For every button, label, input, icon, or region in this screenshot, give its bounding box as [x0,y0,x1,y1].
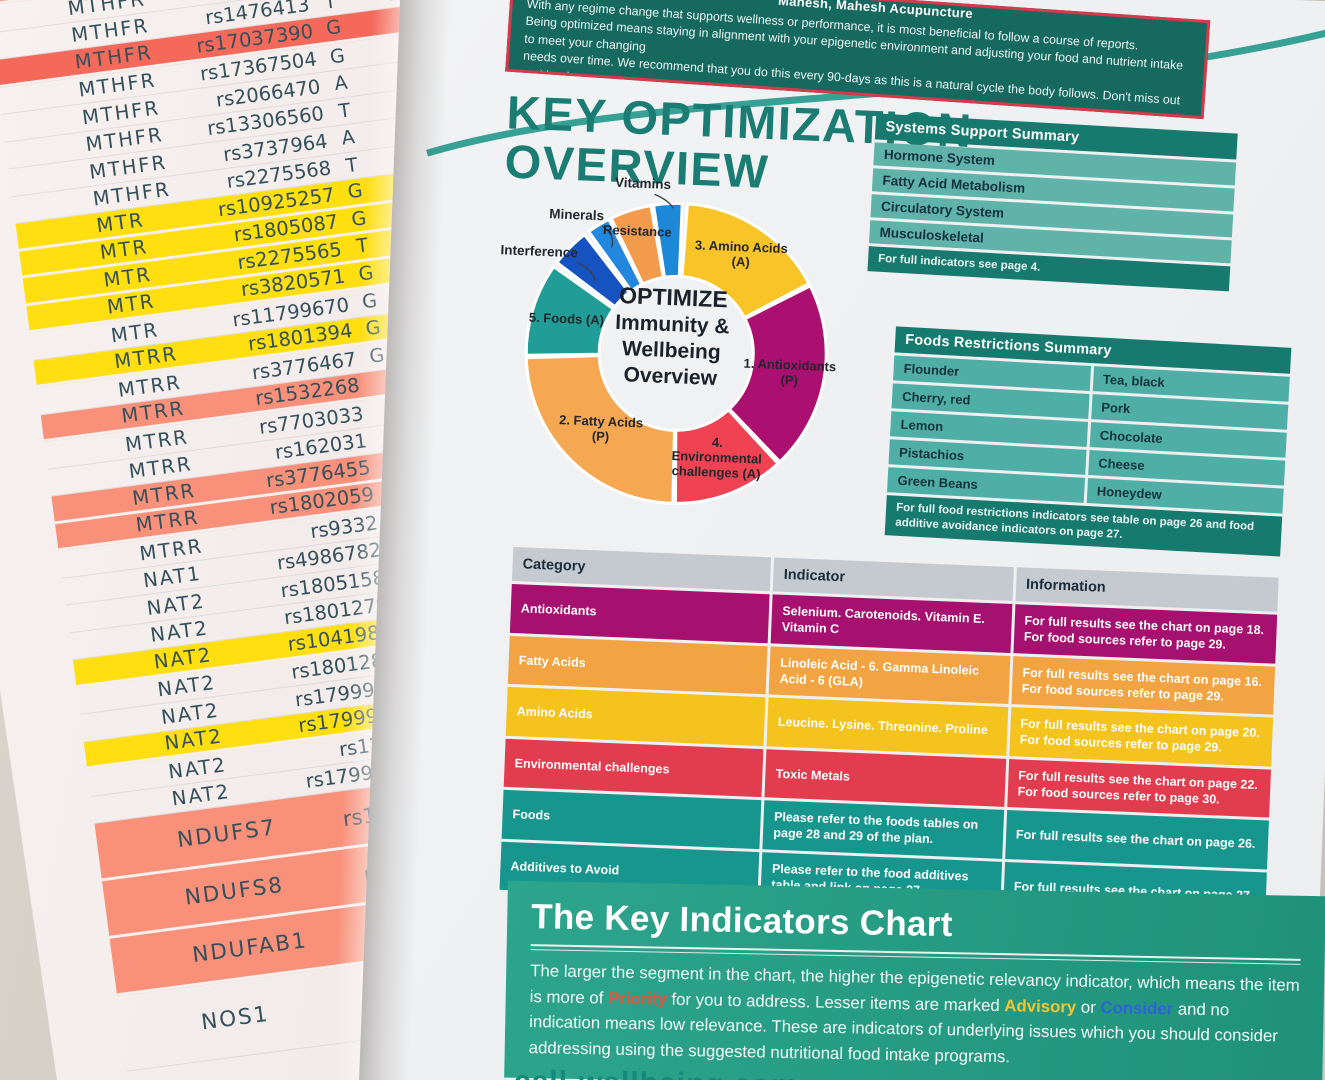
gene-name: NOS2 [130,1074,302,1080]
key-optimization-donut-chart: 3. Amino Acids(A) 1. Antioxidants(P) 4.Env… [474,156,879,551]
segment-label-2-fatty-acids-p-: 2. Fatty Acids(P) [558,412,643,445]
information-cell: For full results see the chart on page 1… [1011,655,1276,715]
donut-segment-vitamins [651,201,684,279]
donut-segment-3-amino-acids-a- [680,202,812,320]
category-cell: Antioxidants [509,583,771,643]
keyword-advisory: Advisory [1004,995,1077,1017]
information-cell: For full results see the chart on page 1… [1013,604,1278,664]
leader-line-minerals [601,225,614,248]
information-line: For full results see the chart on page 2… [1015,827,1256,852]
category-cell: Foods [501,789,762,849]
gene-name: NDUFS8 [183,872,286,911]
gene-snp-list-page: MTHFRrs2274976CMTHFRrs1476413TCMTHFRrs17… [0,0,400,1080]
allele-letter: T [337,99,352,123]
indicator-cell: Linoleic Acid - 6. Gamma Linoleic Acid -… [769,645,1011,704]
keyword-priority: Priority [607,988,668,1009]
segment-label-minerals: Minerals [549,206,604,223]
segment-label-resistance: Resistance [603,222,672,240]
gene-name: NOS1 [199,1001,271,1036]
key-indicators-panel: The Key Indicators Chart The larger the … [504,880,1325,1080]
indicator-cell: Toxic Metals [764,748,1007,807]
donut-segment-1-antioxidants-p- [727,283,828,464]
keyword-consider: Consider [1100,997,1174,1018]
information-cell: For full results see the chart on page 2… [1007,758,1271,818]
segment-label-1-antioxidants-p-: 1. Antioxidants(P) [743,356,837,390]
segment-label-5-foods-a-: 5. Foods (A) [529,310,605,328]
leader-line-vitamins [654,193,674,209]
indicator-cell: Selenium. Carotenoids. Vitamin E. Vitami… [771,594,1013,653]
key-indicators-paragraph: The larger the segment in the chart, the… [529,958,1301,1075]
allele-letter: A [333,71,349,96]
report-page: mail: Mahesh, Mahesh Acupuncture With an… [349,0,1325,1080]
systems-card-rows: Hormone System Fatty Acid Metabolism Circu… [869,142,1237,264]
gene-name: NDUFS7 [175,815,278,854]
paragraph-text: for you to address. Lesser items are mar… [666,989,1005,1015]
systems-support-summary-card: Systems Support Summary Hormone System Fa… [867,113,1238,292]
category-cell: Amino Acids [505,686,766,746]
allele-letter: G [324,16,343,40]
key-indicators-title: The Key Indicators Chart [530,897,954,945]
gene-name: NDUFAB1 [190,928,310,969]
indicator-cell: Please refer to the foods tables on page… [762,800,1004,859]
indicator-cell: Leucine. Lysine. Threonine. Proline [766,697,1009,756]
paragraph-text: or [1076,997,1101,1017]
information-cell: For full results see the chart on page 2… [1009,707,1274,767]
donut-segment-5-foods-a- [524,264,616,357]
segment-label-4-environmental-challenges-a-: 4.Environmentalchallenges (A) [671,433,763,482]
table-header-cell: Indicator [773,557,1014,602]
category-cell: Fatty Acids [507,635,768,695]
donut-segment-interference [554,232,632,309]
donut-segment-4-environmental-challenges-a- [673,407,781,505]
segment-label-interference: Interference [500,242,578,260]
donut-segment-resistance [609,203,665,286]
donut-segment-2-fatty-acids-p- [524,354,677,505]
donut-chart-svg: 3. Amino Acids(A) 1. Antioxidants(P) 4.Env… [500,175,837,505]
leader-line-interference [576,261,596,282]
donut-center-text: OPTIMIZE Immunity & Wellbeing Overview [595,280,749,393]
foods-restrictions-summary-card: Foods Restrictions Summary Flounder Tea, … [884,326,1292,557]
allele-letter: A [340,126,357,150]
information-cell: For full results see the chart on page 2… [1004,810,1269,869]
category-cell: Environmental challenges [503,738,764,798]
category-indicator-table: Category Indicator Information Antioxidants… [499,546,1279,921]
allele-letter: G [328,44,347,69]
foods-card-grid: Flounder Tea, black Cherry, red Pork Lemon Ch… [886,355,1290,514]
segment-label-3-amino-acids-a-: 3. Amino Acids(A) [694,237,788,271]
segment-label-vitamins: Vitamins [615,175,672,192]
